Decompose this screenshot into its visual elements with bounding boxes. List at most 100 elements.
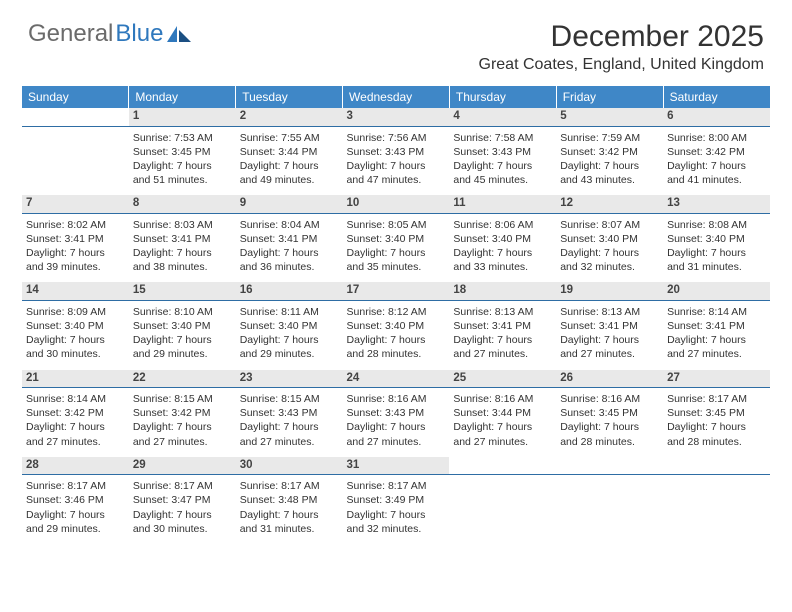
sunset-text: Sunset: 3:49 PM (347, 493, 446, 507)
sunset-text: Sunset: 3:42 PM (560, 145, 659, 159)
sunset-text: Sunset: 3:40 PM (453, 232, 552, 246)
daylight-text: Daylight: 7 hours and 28 minutes. (347, 333, 446, 361)
sunset-text: Sunset: 3:45 PM (667, 406, 766, 420)
day-body-cell: Sunrise: 8:07 AMSunset: 3:40 PMDaylight:… (556, 213, 663, 282)
day-body-cell: Sunrise: 8:17 AMSunset: 3:47 PMDaylight:… (129, 475, 236, 544)
sunrise-text: Sunrise: 8:16 AM (453, 392, 552, 406)
weekday-header-row: Sunday Monday Tuesday Wednesday Thursday… (22, 86, 770, 108)
daynum-row: 78910111213 (22, 195, 770, 213)
sunrise-text: Sunrise: 8:15 AM (240, 392, 339, 406)
day-body-cell: Sunrise: 8:16 AMSunset: 3:43 PMDaylight:… (343, 388, 450, 457)
sunrise-text: Sunrise: 8:16 AM (560, 392, 659, 406)
daylight-text: Daylight: 7 hours and 49 minutes. (240, 159, 339, 187)
day-body-row: Sunrise: 7:53 AMSunset: 3:45 PMDaylight:… (22, 126, 770, 195)
daylight-text: Daylight: 7 hours and 27 minutes. (560, 333, 659, 361)
weekday-header: Thursday (449, 86, 556, 108)
sunrise-text: Sunrise: 8:09 AM (26, 305, 125, 319)
sunrise-text: Sunrise: 8:15 AM (133, 392, 232, 406)
day-number-cell (22, 108, 129, 126)
day-body-cell: Sunrise: 8:15 AMSunset: 3:43 PMDaylight:… (236, 388, 343, 457)
day-number-cell: 20 (663, 282, 770, 300)
sunrise-text: Sunrise: 7:58 AM (453, 131, 552, 145)
sunrise-text: Sunrise: 8:17 AM (347, 479, 446, 493)
daynum-row: 21222324252627 (22, 370, 770, 388)
sunrise-text: Sunrise: 8:07 AM (560, 218, 659, 232)
sunset-text: Sunset: 3:45 PM (133, 145, 232, 159)
sunset-text: Sunset: 3:40 PM (560, 232, 659, 246)
day-body-row: Sunrise: 8:02 AMSunset: 3:41 PMDaylight:… (22, 213, 770, 282)
day-body-cell: Sunrise: 8:17 AMSunset: 3:49 PMDaylight:… (343, 475, 450, 544)
sunset-text: Sunset: 3:40 PM (133, 319, 232, 333)
daylight-text: Daylight: 7 hours and 27 minutes. (453, 333, 552, 361)
sunset-text: Sunset: 3:46 PM (26, 493, 125, 507)
sunrise-text: Sunrise: 8:08 AM (667, 218, 766, 232)
sunset-text: Sunset: 3:41 PM (667, 319, 766, 333)
sunset-text: Sunset: 3:43 PM (453, 145, 552, 159)
daylight-text: Daylight: 7 hours and 31 minutes. (240, 508, 339, 536)
sunrise-text: Sunrise: 8:17 AM (133, 479, 232, 493)
daylight-text: Daylight: 7 hours and 28 minutes. (560, 420, 659, 448)
day-number-cell: 3 (343, 108, 450, 126)
day-body-cell: Sunrise: 8:05 AMSunset: 3:40 PMDaylight:… (343, 213, 450, 282)
daylight-text: Daylight: 7 hours and 31 minutes. (667, 246, 766, 274)
day-number-cell: 7 (22, 195, 129, 213)
sunrise-text: Sunrise: 8:14 AM (667, 305, 766, 319)
sunrise-text: Sunrise: 7:56 AM (347, 131, 446, 145)
day-number-cell: 17 (343, 282, 450, 300)
day-body-cell: Sunrise: 7:58 AMSunset: 3:43 PMDaylight:… (449, 126, 556, 195)
sunset-text: Sunset: 3:44 PM (453, 406, 552, 420)
daylight-text: Daylight: 7 hours and 39 minutes. (26, 246, 125, 274)
sunrise-text: Sunrise: 8:03 AM (133, 218, 232, 232)
sunset-text: Sunset: 3:41 PM (240, 232, 339, 246)
weekday-header: Friday (556, 86, 663, 108)
daylight-text: Daylight: 7 hours and 32 minutes. (560, 246, 659, 274)
logo-text-general: General (28, 20, 113, 48)
day-body-cell: Sunrise: 7:53 AMSunset: 3:45 PMDaylight:… (129, 126, 236, 195)
daylight-text: Daylight: 7 hours and 27 minutes. (26, 420, 125, 448)
sunrise-text: Sunrise: 8:11 AM (240, 305, 339, 319)
daylight-text: Daylight: 7 hours and 43 minutes. (560, 159, 659, 187)
day-number-cell (556, 457, 663, 475)
sunrise-text: Sunrise: 8:17 AM (667, 392, 766, 406)
sunrise-text: Sunrise: 8:13 AM (453, 305, 552, 319)
day-body-cell: Sunrise: 8:14 AMSunset: 3:42 PMDaylight:… (22, 388, 129, 457)
sunset-text: Sunset: 3:40 PM (26, 319, 125, 333)
day-body-cell (556, 475, 663, 544)
day-number-cell: 21 (22, 370, 129, 388)
daylight-text: Daylight: 7 hours and 38 minutes. (133, 246, 232, 274)
weekday-header: Monday (129, 86, 236, 108)
weekday-header: Tuesday (236, 86, 343, 108)
sunrise-text: Sunrise: 8:06 AM (453, 218, 552, 232)
day-number-cell: 9 (236, 195, 343, 213)
sunset-text: Sunset: 3:45 PM (560, 406, 659, 420)
day-body-cell (22, 126, 129, 195)
day-number-cell: 10 (343, 195, 450, 213)
day-number-cell: 27 (663, 370, 770, 388)
daylight-text: Daylight: 7 hours and 35 minutes. (347, 246, 446, 274)
day-body-row: Sunrise: 8:14 AMSunset: 3:42 PMDaylight:… (22, 388, 770, 457)
day-body-cell: Sunrise: 8:16 AMSunset: 3:45 PMDaylight:… (556, 388, 663, 457)
day-number-cell: 31 (343, 457, 450, 475)
day-number-cell (449, 457, 556, 475)
day-body-cell: Sunrise: 8:03 AMSunset: 3:41 PMDaylight:… (129, 213, 236, 282)
day-number-cell: 13 (663, 195, 770, 213)
sunrise-text: Sunrise: 8:17 AM (26, 479, 125, 493)
daylight-text: Daylight: 7 hours and 33 minutes. (453, 246, 552, 274)
day-number-cell: 19 (556, 282, 663, 300)
daylight-text: Daylight: 7 hours and 30 minutes. (133, 508, 232, 536)
sunrise-text: Sunrise: 7:59 AM (560, 131, 659, 145)
day-number-cell: 16 (236, 282, 343, 300)
daylight-text: Daylight: 7 hours and 45 minutes. (453, 159, 552, 187)
day-number-cell: 26 (556, 370, 663, 388)
day-number-cell: 1 (129, 108, 236, 126)
sunrise-text: Sunrise: 8:10 AM (133, 305, 232, 319)
day-body-cell: Sunrise: 8:17 AMSunset: 3:46 PMDaylight:… (22, 475, 129, 544)
weekday-header: Wednesday (343, 86, 450, 108)
day-body-cell: Sunrise: 8:17 AMSunset: 3:48 PMDaylight:… (236, 475, 343, 544)
logo: GeneralBlue (28, 20, 193, 48)
sunset-text: Sunset: 3:42 PM (26, 406, 125, 420)
day-body-cell: Sunrise: 8:11 AMSunset: 3:40 PMDaylight:… (236, 300, 343, 369)
day-body-cell: Sunrise: 7:56 AMSunset: 3:43 PMDaylight:… (343, 126, 450, 195)
day-body-cell: Sunrise: 8:12 AMSunset: 3:40 PMDaylight:… (343, 300, 450, 369)
day-number-cell: 24 (343, 370, 450, 388)
